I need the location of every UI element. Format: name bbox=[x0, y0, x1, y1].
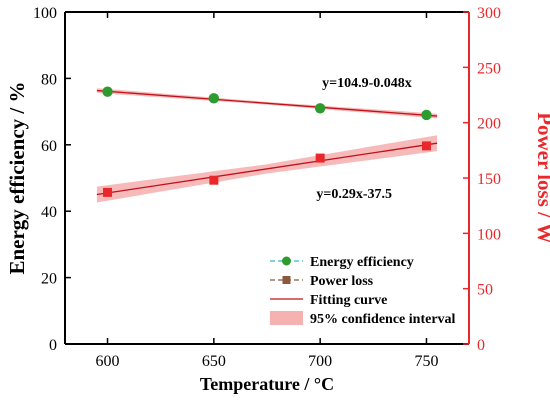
legend-circle-swatch bbox=[282, 256, 291, 266]
legend-label: Energy efficiency bbox=[310, 255, 414, 270]
y-left-tick-label: 0 bbox=[49, 337, 57, 354]
legend-label: 95% confidence interval bbox=[310, 312, 456, 327]
tick-labels: 600 650 700 750 0 20 40 60 80 100 0 50 100 150 200 250 3… bbox=[33, 5, 501, 370]
legend: Energy efficiency Power loss Fitting curve… bbox=[270, 255, 456, 327]
fit-line-2 bbox=[96, 142, 438, 196]
y-right-tick-label: 250 bbox=[477, 60, 501, 77]
data-point bbox=[421, 141, 431, 151]
data-point bbox=[315, 153, 325, 163]
confidence-bands bbox=[96, 88, 438, 203]
data-point bbox=[208, 93, 220, 104]
legend-label: Power loss bbox=[310, 274, 374, 289]
data-point bbox=[103, 187, 113, 197]
axes bbox=[64, 11, 470, 345]
fit-lines bbox=[96, 89, 438, 196]
data-point bbox=[209, 175, 219, 185]
data-points bbox=[102, 86, 432, 197]
x-tick-label: 750 bbox=[414, 353, 438, 370]
legend-label: Fitting curve bbox=[310, 293, 387, 308]
y-left-tick-label: 60 bbox=[41, 138, 57, 155]
fit-labels: y=104.9-0.048x y=0.29x-37.5 bbox=[316, 76, 411, 202]
y-right-tick-label: 300 bbox=[477, 5, 501, 22]
legend-band-swatch bbox=[270, 311, 303, 325]
y-axis-label-right: Power loss / W bbox=[533, 112, 550, 244]
legend-square-swatch bbox=[282, 276, 291, 284]
fit-line-1 bbox=[96, 89, 438, 117]
data-point bbox=[421, 109, 432, 121]
y-right-tick-label: 0 bbox=[477, 337, 485, 354]
y-left-tick-label: 100 bbox=[33, 5, 57, 22]
y-right-tick-label: 200 bbox=[477, 116, 501, 133]
y-right-tick-label: 50 bbox=[477, 282, 493, 299]
data-point bbox=[102, 86, 113, 97]
data-point bbox=[314, 103, 326, 114]
y-axis-label-left: Energy efficiency / % bbox=[5, 81, 29, 274]
y-right-tick-label: 150 bbox=[477, 171, 501, 188]
fit-equation-label: y=104.9-0.048x bbox=[322, 76, 412, 91]
x-tick-label: 650 bbox=[202, 353, 226, 370]
x-axis-label: Temperature / °C bbox=[200, 374, 334, 394]
x-tick-label: 600 bbox=[96, 353, 120, 370]
x-tick-label: 700 bbox=[308, 353, 332, 370]
y-left-tick-label: 20 bbox=[41, 271, 57, 288]
y-left-tick-label: 40 bbox=[41, 204, 57, 221]
y-right-tick-label: 100 bbox=[477, 226, 501, 243]
fit-equation-label: y=0.29x-37.5 bbox=[316, 187, 392, 202]
y-left-tick-label: 80 bbox=[41, 71, 57, 88]
